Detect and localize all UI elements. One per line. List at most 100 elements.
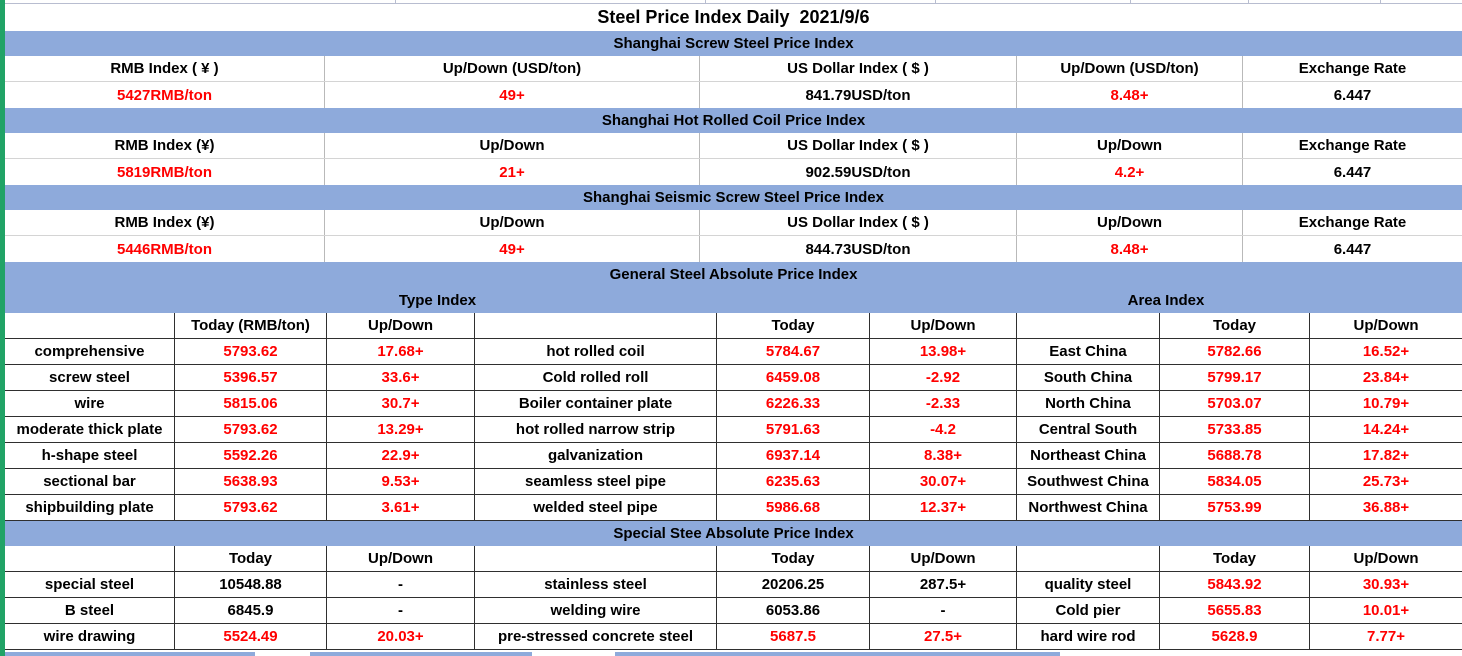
exchange-rate-value[interactable]: 6.447 (1333, 163, 1372, 181)
today-header[interactable]: Today (1160, 313, 1310, 338)
updown-value[interactable]: 8.38+ (870, 443, 1017, 468)
today-value[interactable]: 5793.62 (175, 339, 327, 364)
blank-header-cell[interactable] (5, 313, 175, 338)
blank-header-cell[interactable] (475, 313, 717, 338)
type-label[interactable]: wire drawing (5, 624, 175, 649)
updown-header[interactable]: Up/Down (1353, 550, 1419, 567)
today-value[interactable]: 5793.62 (175, 417, 327, 442)
updown-header[interactable]: Up/Down (327, 313, 475, 338)
updown-value[interactable]: 27.5+ (870, 624, 1017, 649)
updown-value[interactable]: 287.5+ (870, 572, 1017, 597)
today-header[interactable]: Today (175, 546, 327, 571)
today-value[interactable]: 6459.08 (717, 365, 870, 390)
updown-value[interactable]: 9.53+ (327, 469, 475, 494)
today-value[interactable]: 20206.25 (717, 572, 870, 597)
type-label[interactable]: galvanization (475, 443, 717, 468)
exchange-rate-value[interactable]: 6.447 (1333, 240, 1372, 258)
today-value[interactable]: 5396.57 (175, 365, 327, 390)
today-value[interactable]: 5843.92 (1160, 572, 1310, 597)
today-header[interactable]: Today (717, 313, 870, 338)
updown-value[interactable]: 8.48+ (1017, 236, 1243, 262)
updown-value[interactable]: -2.33 (870, 391, 1017, 416)
usd-index-header[interactable]: US Dollar Index ( $ ) (700, 133, 1017, 158)
today-value[interactable]: 5628.9 (1160, 624, 1310, 649)
section-header-seismic-screw[interactable]: Shanghai Seismic Screw Steel Price Index (5, 185, 1462, 210)
exchange-rate-header[interactable]: Exchange Rate (1298, 214, 1407, 231)
updown-value[interactable]: 8.48+ (1017, 82, 1243, 108)
area-label[interactable]: Southwest China (1017, 469, 1160, 494)
type-label[interactable]: h-shape steel (5, 443, 175, 468)
type-label[interactable]: shipbuilding plate (5, 495, 175, 520)
type-label[interactable]: moderate thick plate (5, 417, 175, 442)
type-label[interactable]: seamless steel pipe (475, 469, 717, 494)
updown-value[interactable]: 16.52+ (1362, 343, 1410, 360)
blank-header-cell[interactable] (1017, 313, 1160, 338)
updown-value[interactable]: 10.01+ (1362, 602, 1410, 619)
updown-value[interactable]: 12.37+ (870, 495, 1017, 520)
usd-index-value[interactable]: 844.73USD/ton (700, 236, 1017, 262)
section-header-general-steel[interactable]: General Steel Absolute Price Index (5, 262, 1462, 287)
today-value[interactable]: 5638.93 (175, 469, 327, 494)
type-label[interactable]: Cold rolled roll (475, 365, 717, 390)
type-label[interactable]: comprehensive (5, 339, 175, 364)
updown-value[interactable]: 33.6+ (327, 365, 475, 390)
updown-value[interactable]: 14.24+ (1362, 421, 1410, 438)
today-value[interactable]: 5753.99 (1160, 495, 1310, 520)
type-label[interactable]: special steel (5, 572, 175, 597)
updown-value[interactable]: - (327, 572, 475, 597)
today-header[interactable]: Today (1160, 546, 1310, 571)
today-value[interactable]: 5703.07 (1160, 391, 1310, 416)
rmb-index-header[interactable]: RMB Index (¥) (5, 210, 325, 235)
updown-value[interactable]: 7.77+ (1367, 628, 1405, 645)
today-value[interactable]: 10548.88 (175, 572, 327, 597)
updown-header[interactable]: Up/Down (325, 210, 700, 235)
usd-index-header[interactable]: US Dollar Index ( $ ) (700, 56, 1017, 81)
exchange-rate-header[interactable]: Exchange Rate (1298, 60, 1407, 77)
today-value[interactable]: 5733.85 (1160, 417, 1310, 442)
area-label[interactable]: East China (1017, 339, 1160, 364)
blank-header-cell[interactable] (475, 546, 717, 571)
blank-header-cell[interactable] (5, 546, 175, 571)
updown-value[interactable]: 4.2+ (1017, 159, 1243, 185)
type-label[interactable]: Boiler container plate (475, 391, 717, 416)
type-label[interactable]: hot rolled narrow strip (475, 417, 717, 442)
updown-value[interactable]: - (327, 598, 475, 623)
updown-value[interactable]: 30.7+ (327, 391, 475, 416)
usd-index-header[interactable]: US Dollar Index ( $ ) (700, 210, 1017, 235)
updown-value[interactable]: 10.79+ (1362, 395, 1410, 412)
type-label[interactable]: B steel (5, 598, 175, 623)
type-label[interactable]: welded steel pipe (475, 495, 717, 520)
area-index-subheader[interactable]: Area Index (1127, 291, 1205, 309)
today-value[interactable]: 6937.14 (717, 443, 870, 468)
updown-value[interactable]: 49+ (325, 82, 700, 108)
type-label[interactable]: sectional bar (5, 469, 175, 494)
updown-header[interactable]: Up/Down (870, 313, 1017, 338)
area-label[interactable]: North China (1017, 391, 1160, 416)
today-value[interactable]: 5784.67 (717, 339, 870, 364)
today-value[interactable]: 6235.63 (717, 469, 870, 494)
area-label[interactable]: Central South (1017, 417, 1160, 442)
updown-value[interactable]: 23.84+ (1362, 369, 1410, 386)
updown-value[interactable]: - (870, 598, 1017, 623)
type-label[interactable]: hot rolled coil (475, 339, 717, 364)
today-value[interactable]: 5592.26 (175, 443, 327, 468)
rmb-index-value[interactable]: 5446RMB/ton (5, 236, 325, 262)
updown-value[interactable]: 20.03+ (327, 624, 475, 649)
updown-usd-header[interactable]: Up/Down (USD/ton) (1017, 56, 1243, 81)
updown-value[interactable]: 49+ (325, 236, 700, 262)
blank-header-cell[interactable] (1017, 546, 1160, 571)
updown-value[interactable]: 13.98+ (870, 339, 1017, 364)
usd-index-value[interactable]: 841.79USD/ton (700, 82, 1017, 108)
today-value[interactable]: 5782.66 (1160, 339, 1310, 364)
updown-value[interactable]: -2.92 (870, 365, 1017, 390)
rmb-index-value[interactable]: 5819RMB/ton (5, 159, 325, 185)
exchange-rate-value[interactable]: 6.447 (1333, 86, 1372, 104)
updown-header[interactable]: Up/Down (1017, 210, 1243, 235)
updown-value[interactable]: 13.29+ (327, 417, 475, 442)
area-label[interactable]: South China (1017, 365, 1160, 390)
today-rmb-header[interactable]: Today (RMB/ton) (175, 313, 327, 338)
today-value[interactable]: 5687.5 (717, 624, 870, 649)
usd-index-value[interactable]: 902.59USD/ton (700, 159, 1017, 185)
page-title[interactable]: Steel Price Index Daily 2021/9/6 (5, 4, 1462, 31)
area-label[interactable]: Northeast China (1017, 443, 1160, 468)
